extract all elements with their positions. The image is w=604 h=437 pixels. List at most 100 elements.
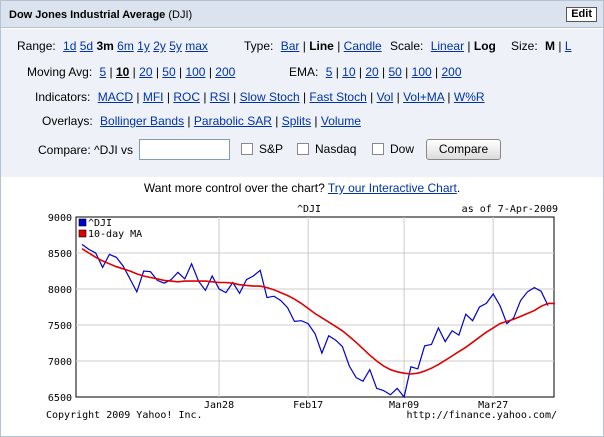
legend-swatch [78,218,87,227]
chart-source-url: http://finance.yahoo.com/ [406,410,557,421]
panel-header: Dow Jones Industrial Average (DJI) Edit [1,1,603,28]
type-row: Type: Bar | Line | Candle [244,39,382,53]
ma-200[interactable]: 200 [215,65,236,79]
range-1y[interactable]: 1y [137,39,150,53]
ma-20[interactable]: 20 [139,65,153,79]
index-symbol: (DJI) [168,9,193,21]
size-label: Size: [511,39,538,53]
size-row: Size: M | L [511,39,572,53]
size-l[interactable]: L [564,39,572,53]
ema-100[interactable]: 100 [411,65,432,79]
overlay-volume[interactable]: Volume [320,114,361,128]
type-candle[interactable]: Candle [343,39,382,53]
x-tick-label: Jan28 [204,400,234,411]
x-tick-label: Feb17 [293,400,323,411]
edit-button[interactable]: Edit [566,7,597,22]
ema-20[interactable]: 20 [365,65,379,79]
compare-label: Compare: ^DJI vs [38,143,133,157]
range-6m[interactable]: 6m [117,39,134,53]
ma-50[interactable]: 50 [162,65,176,79]
panel-title: Dow Jones Industrial Average (DJI) [9,9,192,21]
range-2y[interactable]: 2y [153,39,166,53]
indicator-rsi[interactable]: RSI [209,90,230,104]
more-end: . [456,181,461,195]
chart-copyright: Copyright 2009 Yahoo! Inc. [46,410,203,421]
indicator-slow-stoch[interactable]: Slow Stoch [239,90,300,104]
range-1d[interactable]: 1d [63,39,77,53]
overlays-row: Overlays: Bollinger Bands | Parabolic SA… [42,114,361,128]
ma-10[interactable]: 10 [115,65,130,79]
indicator-macd[interactable]: MACD [97,90,134,104]
legend-label: 10-day MA [88,229,142,240]
y-tick-label: 9000 [48,213,72,224]
x-tick-label: Mar27 [478,400,508,411]
nasdaq-label: Nasdaq [315,142,357,156]
chart-as-of: as of 7-Apr-2009 [462,204,558,215]
y-tick-label: 7000 [48,357,72,368]
nasdaq-checkbox[interactable] [297,143,309,155]
compare-button[interactable]: Compare [426,139,501,160]
index-name: Dow Jones Industrial Average [9,9,166,21]
legend-swatch [78,229,87,238]
scale-row: Scale: Linear | Log [390,39,496,53]
chart-controls: Range: 1d 5d 3m 6m 1y 2y 5y max Type: Ba… [1,29,603,177]
size-m: M [545,39,556,53]
dji-series-line [81,243,549,399]
scale-log: Log [473,39,496,53]
ema-row: EMA: 5 | 10 | 20 | 50 | 100 | 200 [289,65,462,79]
range-max[interactable]: max [185,39,208,53]
indicators-label: Indicators: [35,90,91,104]
interactive-chart-prompt: Want more control over the chart? Try ou… [1,181,603,195]
ema-200[interactable]: 200 [441,65,462,79]
indicators-row: Indicators: MACD | MFI | ROC | RSI | Slo… [35,90,485,104]
scale-label: Scale: [390,39,424,53]
y-tick-label: 8500 [48,249,72,260]
y-tick-label: 8000 [48,285,72,296]
price-chart-svg: 6500 7000 7500 8000 8500 9000 Jan28 Feb17 Mar09 M… [46,204,558,421]
range-row: Range: 1d 5d 3m 6m 1y 2y 5y max [17,39,208,53]
more-text: Want more control over the chart? [143,181,325,195]
dow-label: Dow [390,142,415,156]
compare-input[interactable] [139,139,230,160]
ema-5[interactable]: 5 [325,65,333,79]
ema-50[interactable]: 50 [388,65,402,79]
moving-avg-label: Moving Avg: [27,65,93,79]
indicator-fast-stoch[interactable]: Fast Stoch [309,90,367,104]
overlay-splits[interactable]: Splits [281,114,312,128]
scale-linear[interactable]: Linear [430,39,465,53]
x-tick-label: Mar09 [389,400,419,411]
type-bar[interactable]: Bar [280,39,300,53]
ma-100[interactable]: 100 [185,65,206,79]
overlays-label: Overlays: [42,114,93,128]
sp-checkbox[interactable] [241,143,253,155]
dow-checkbox[interactable] [372,143,384,155]
chart-title: ^DJI [297,204,321,215]
indicator-roc[interactable]: ROC [173,90,200,104]
overlay-parabolic-sar[interactable]: Parabolic SAR [193,114,272,128]
compare-dow-option[interactable]: Dow [372,142,414,156]
ma-series-line [81,248,555,375]
indicator-vol-ma[interactable]: Vol+MA [403,90,445,104]
sp-label: S&P [259,142,284,156]
moving-avg-row: Moving Avg: 5 | 10 | 20 | 50 | 100 | 200 [27,65,236,79]
indicator-mfi[interactable]: MFI [142,90,164,104]
interactive-chart-link[interactable]: Try our Interactive Chart [327,181,457,195]
compare-sp-option[interactable]: S&P [241,142,283,156]
ma-5[interactable]: 5 [99,65,107,79]
y-tick-label: 7500 [48,321,72,332]
range-5d[interactable]: 5d [79,39,94,53]
legend-label: ^DJI [88,218,112,229]
plot-frame [75,216,555,398]
range-5y[interactable]: 5y [169,39,182,53]
compare-nasdaq-option[interactable]: Nasdaq [297,142,356,156]
price-chart: 6500 7000 7500 8000 8500 9000 Jan28 Feb17 Mar09 M… [37,199,565,427]
ema-label: EMA: [289,65,319,79]
type-label: Type: [244,39,274,53]
overlay-bollinger[interactable]: Bollinger Bands [100,114,185,128]
indicator-wr[interactable]: W%R [453,90,485,104]
type-line: Line [309,39,334,53]
ema-10[interactable]: 10 [342,65,356,79]
y-tick-label: 6500 [48,393,72,404]
indicator-vol[interactable]: Vol [376,90,394,104]
